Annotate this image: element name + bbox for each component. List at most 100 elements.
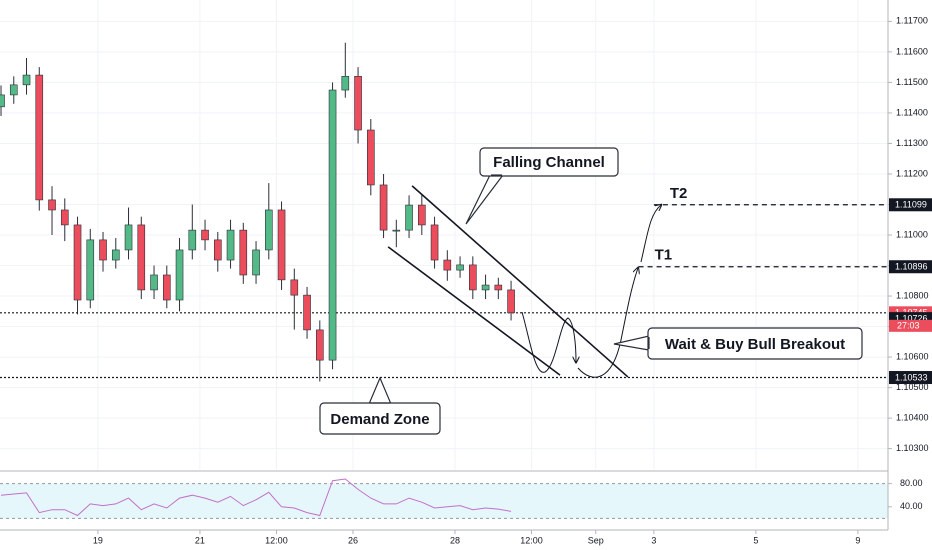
candle-body [22, 74, 31, 86]
candle-body [430, 224, 439, 261]
x-tick-label: 19 [93, 535, 103, 545]
candle-body [443, 259, 452, 271]
candle-body [494, 284, 503, 291]
candle-body [188, 229, 197, 251]
candle-body [379, 184, 388, 231]
candle-body [469, 264, 477, 291]
channel-label: Falling Channel [493, 154, 605, 171]
candle-body [111, 249, 120, 261]
candle-body [60, 209, 69, 226]
x-tick-label: 21 [195, 535, 205, 545]
candle-body [367, 129, 375, 186]
price-tag-label: 1.10533 [895, 372, 928, 382]
candle-body [507, 289, 515, 314]
rsi-band [0, 483, 888, 519]
x-tick-label: Sep [588, 535, 604, 545]
callout-pointer [465, 174, 504, 225]
candle-body [162, 274, 171, 301]
y-tick-label: 1.11000 [896, 229, 928, 239]
price-tag [889, 371, 932, 385]
main-pane [0, 0, 888, 470]
y-tick-label: 1.11200 [896, 168, 928, 178]
candle-body [99, 239, 107, 261]
y-tick-label: 1.10600 [896, 351, 929, 361]
y-tick-label: 1.11500 [896, 77, 928, 87]
projection-path [521, 311, 576, 373]
candle-body [392, 229, 401, 232]
rsi-tick-label: 40.00 [900, 501, 923, 511]
callout-pointer [368, 376, 392, 405]
candle-body [239, 229, 248, 276]
rsi-tick-label: 80.00 [900, 478, 923, 488]
candle-body [73, 224, 82, 301]
candle-body [303, 294, 311, 331]
x-tick-label: 12:00 [520, 535, 543, 545]
candle-body [150, 274, 158, 291]
price-tag [889, 198, 932, 212]
x-tick-label: 26 [348, 535, 358, 545]
x-tick-label: 3 [651, 535, 656, 545]
y-tick-label: 1.11400 [896, 107, 928, 117]
callout: Falling Channel [465, 147, 619, 225]
zone-label: Demand Zone [330, 411, 429, 428]
candle-body [264, 209, 273, 251]
candle-body [0, 94, 5, 108]
target-label: T1 [655, 247, 673, 264]
candle-body [252, 249, 260, 276]
price-tag-label: 1.11099 [895, 200, 927, 210]
x-tick-label: 5 [753, 535, 758, 545]
candle-body [354, 75, 362, 131]
drawings: Falling Channel Wait & Buy Bull Breakout… [319, 147, 863, 435]
price-tag [889, 260, 932, 274]
candle-body [9, 84, 18, 96]
countdown-label: 27:03 [897, 321, 920, 331]
y-tick-label: 1.10400 [896, 412, 929, 422]
candle-body [124, 224, 133, 251]
projection-path [640, 205, 661, 263]
annotation-label: Wait & Buy Bull Breakout [665, 336, 845, 353]
candle-body [481, 284, 490, 291]
y-tick-label: 1.10800 [896, 290, 929, 300]
x-tick-label: 12:00 [265, 535, 288, 545]
price-tag-label: 1.10726 [895, 313, 928, 323]
candle-body [213, 239, 222, 261]
y-tick-label: 1.11600 [896, 46, 928, 56]
y-tick-label: 1.11300 [896, 138, 928, 148]
callout-box [647, 327, 863, 360]
candle-body [290, 279, 299, 296]
callout: Demand Zone [319, 376, 441, 435]
callout: Wait & Buy Bull Breakout [613, 327, 863, 360]
candle-body [226, 229, 235, 261]
candle-body [201, 229, 209, 241]
candle-body [277, 209, 286, 281]
x-tick-label: 9 [855, 535, 860, 545]
y-tick-label: 1.10300 [896, 443, 929, 453]
candle-body [48, 199, 56, 211]
candle-body [86, 239, 95, 301]
candle-body [456, 264, 464, 271]
candle-body [418, 204, 426, 226]
callout-pointer [613, 335, 650, 351]
projection-path [577, 268, 638, 378]
target-label: T2 [670, 185, 688, 202]
candle-body [316, 329, 324, 361]
candle-body [328, 89, 337, 361]
candle-body [175, 249, 184, 301]
channel-line [387, 246, 561, 376]
candle-body [341, 75, 350, 91]
y-tick-label: 1.10500 [896, 382, 929, 392]
x-tick-label: 28 [450, 535, 460, 545]
countdown-tag [889, 319, 932, 332]
candle-body [35, 74, 44, 201]
candle-body [405, 204, 413, 231]
rsi-line [0, 478, 512, 517]
channel-line [411, 185, 629, 378]
price-tag-label: 1.10896 [895, 262, 928, 272]
callout-box [479, 147, 619, 177]
rsi-pane [0, 478, 888, 519]
y-tick-label: 1.11700 [896, 16, 928, 26]
candle-body [137, 224, 146, 291]
